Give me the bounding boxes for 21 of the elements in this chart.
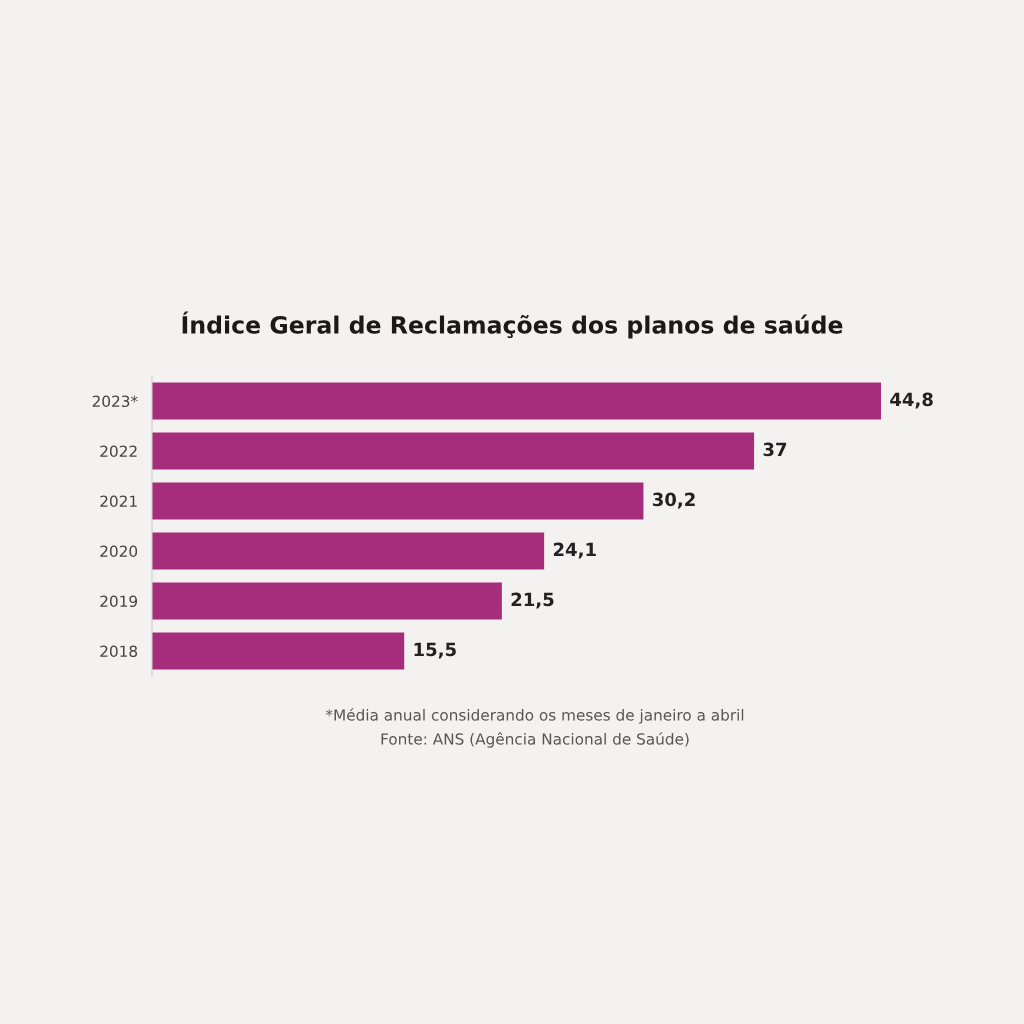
y-tick-label: 2023* xyxy=(92,395,138,408)
bar xyxy=(152,582,502,620)
bar xyxy=(152,382,881,420)
text: *Média anual considerando os meses de janeiro a abril xyxy=(325,708,744,724)
y-tick-label: 2020 xyxy=(100,545,138,558)
bar xyxy=(152,532,545,570)
data-label: 37 xyxy=(763,442,787,457)
y-tick-label: 2021 xyxy=(100,495,137,508)
y-tick-label: 2019 xyxy=(100,595,138,608)
source-note: Fonte: ANS (Agência Nacional de Saúde) xyxy=(381,732,689,748)
data-label: 24,1 xyxy=(553,542,596,559)
bar xyxy=(152,482,644,520)
y-tick-label: 2022 xyxy=(100,445,137,458)
data-label: 44,8 xyxy=(890,392,933,409)
data-label: 15,5 xyxy=(414,642,456,659)
data-label: 21,5 xyxy=(511,592,554,609)
bar xyxy=(152,632,405,670)
bar xyxy=(152,432,755,470)
data-label: 30,2 xyxy=(652,492,695,509)
y-tick-label: 2018 xyxy=(100,645,138,658)
chart-title: Índice Geral de Reclamações dos planos de saúde xyxy=(182,311,843,339)
